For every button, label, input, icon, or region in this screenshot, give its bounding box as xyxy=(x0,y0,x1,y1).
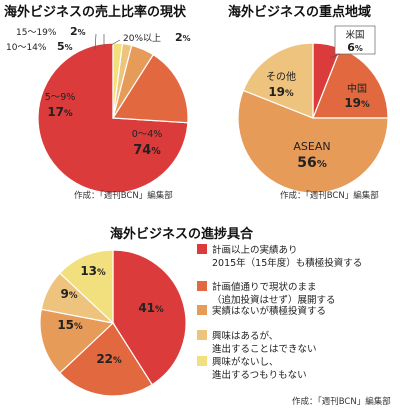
chart-3-legend: 計画以上の実績あり2015年（15年度）も積極投資する計画値通りで現状のまま（追… xyxy=(197,244,362,381)
chart-2-slice-4 xyxy=(242,42,314,119)
chart-3-slice-5 xyxy=(58,249,114,325)
chart-1-value-4: 2% xyxy=(70,25,86,38)
chart-1-pie xyxy=(37,42,189,194)
chart-1-labels: 0〜4% 74% 5〜9% 17% 10〜14% 5%15〜19% 2% 20%以上 2% xyxy=(6,25,191,158)
legend-label-4-2: 進出することはできない xyxy=(212,343,317,355)
legend-label-5-2: 進出するつもりもない xyxy=(212,369,307,381)
chart-2-value-3: 56% xyxy=(297,155,327,171)
chart-1-title: 海外ビジネスの売上比率の現状 xyxy=(4,4,187,20)
chart-1-slice-label-2: 5〜9% xyxy=(45,92,76,103)
chart-1-slice-5 xyxy=(112,42,124,119)
chart-3-value-3: 15% xyxy=(57,318,83,332)
chart-1-slice-label-1: 0〜4% xyxy=(132,129,163,140)
legend-label-2-2: （追加投資はせず）展開する xyxy=(212,294,336,306)
chart-3-credit: 作成：「週刊BCN」編集部 xyxy=(292,396,391,407)
chart-3-labels: 41% 22% 15% 9%13% xyxy=(57,264,164,366)
chart-2-value-2: 19% xyxy=(344,96,370,110)
chart-2-slice-label-2: 中国 xyxy=(347,82,367,95)
legend-swatch-4 xyxy=(197,330,207,340)
chart-1-slice-label-5: 20%以上 xyxy=(123,33,161,44)
chart-2-callout-box xyxy=(334,25,376,55)
chart-2-slice-label-4: その他 xyxy=(266,70,296,83)
chart-1-value-1: 74% xyxy=(133,143,161,158)
legend-label-1-1: 計画以上の実績あり xyxy=(212,244,298,256)
chart-3-value-5: 13% xyxy=(80,264,106,278)
chart-1-slice-label-3: 10〜14% xyxy=(6,43,47,53)
chart-3-value-2: 22% xyxy=(96,352,122,366)
chart-1-slice-2 xyxy=(111,53,189,124)
chart-1-value-5: 2% xyxy=(175,31,191,44)
chart-3-slice-2 xyxy=(58,322,153,397)
chart-2-value-1: 6% xyxy=(347,41,363,54)
chart-1-value-3: 5% xyxy=(57,40,73,53)
chart-3-value-1: 41% xyxy=(138,301,164,315)
chart-2-title: 海外ビジネスの重点地域 xyxy=(228,4,371,20)
chart-3-pie xyxy=(39,249,187,397)
chart-2-value-4: 19% xyxy=(268,85,294,99)
chart-progress: 海外ビジネスの進捗具合 41% 22% 15% 9%13% 計画以上の実績あり2015… xyxy=(39,226,391,407)
legend-label-5-1: 興味がないし、 xyxy=(212,356,279,368)
chart-2-pie xyxy=(237,42,389,194)
chart-3-slice-3 xyxy=(39,308,115,374)
chart-3-value-4: 9% xyxy=(60,287,77,301)
chart-2-leader-1 xyxy=(329,53,341,59)
legend-swatch-2 xyxy=(197,281,207,291)
chart-1-value-2: 17% xyxy=(47,105,73,119)
legend-swatch-5 xyxy=(197,356,207,366)
chart-1-leader-5 xyxy=(110,39,121,46)
chart-2-slice-3 xyxy=(237,89,389,194)
legend-label-3-1: 実績はないが積極投資する xyxy=(212,305,326,317)
legend-label-1-2: 2015年（15年度）も積極投資する xyxy=(212,257,362,269)
chart-2-credit: 作成：「週刊BCN」編集部 xyxy=(280,190,379,201)
chart-2-slice-label-3: ASEAN xyxy=(293,140,330,153)
chart-1-credit: 作成：「週刊BCN」編集部 xyxy=(74,190,173,201)
chart-2-slice-label-1: 米国 xyxy=(345,29,364,41)
chart-3-title: 海外ビジネスの進捗具合 xyxy=(110,226,254,242)
chart-1-slice-label-4: 15〜19% xyxy=(16,28,57,38)
legend-swatch-3 xyxy=(197,305,207,315)
chart-sales-ratio: 海外ビジネスの売上比率の現状 0〜4% 74% 5〜9% 17% 10〜14% 5%15〜… xyxy=(4,4,191,201)
legend-swatch-1 xyxy=(197,244,207,254)
legend-label-2-1: 計画値通りで現状のまま xyxy=(212,281,317,293)
legend-label-4-1: 興味はあるが、 xyxy=(212,330,278,342)
chart-1-leader-3 xyxy=(94,33,97,51)
